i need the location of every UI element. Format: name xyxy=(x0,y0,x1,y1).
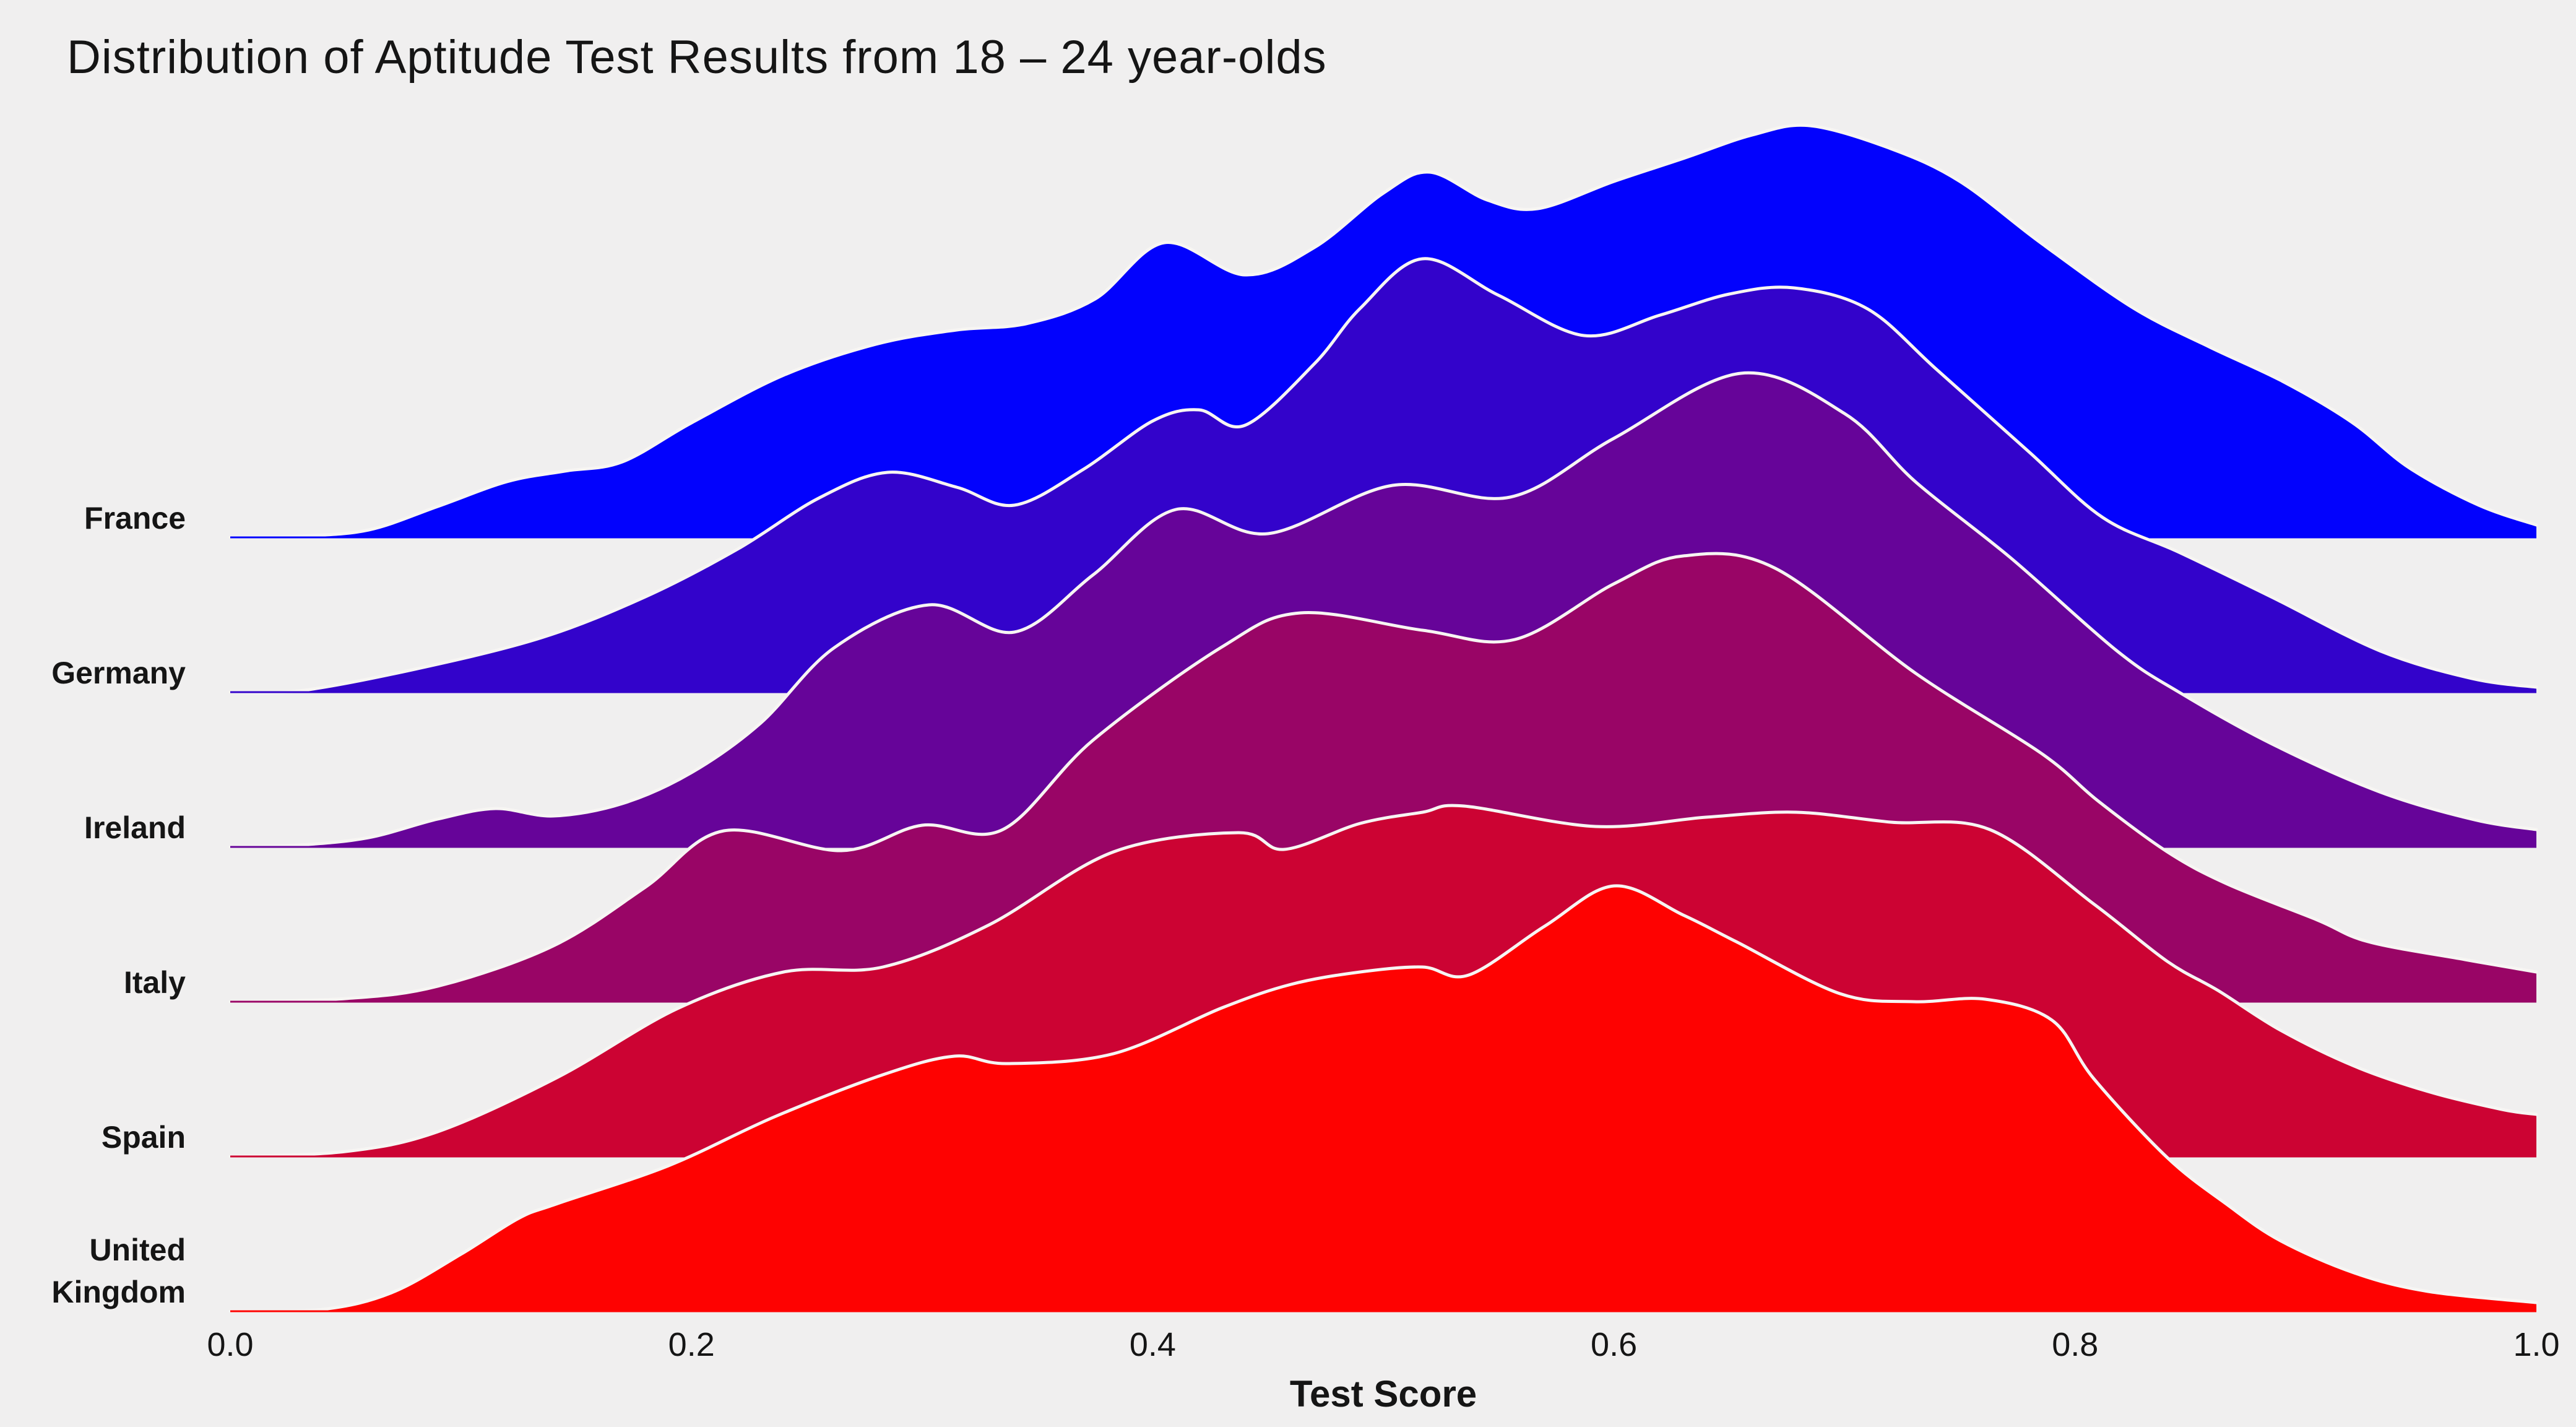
ridge-outline xyxy=(228,123,2538,539)
x-tick-label: 0.2 xyxy=(668,1326,715,1363)
row-label-ireland: Ireland xyxy=(84,810,186,845)
y-axis-labels: France Germany Ireland Italy Spain United King… xyxy=(51,501,186,1309)
x-tick-label: 0.6 xyxy=(1591,1326,1637,1363)
row-label-spain: Spain xyxy=(102,1120,186,1155)
ridge-outline xyxy=(228,552,2538,1004)
x-tick-label: 0.8 xyxy=(2052,1326,2098,1363)
x-axis: 0.0 0.2 0.4 0.6 0.8 1.0 xyxy=(207,1326,2559,1363)
ridge-outline xyxy=(228,371,2538,849)
ridge-outline xyxy=(228,884,2538,1313)
x-axis-title: Test Score xyxy=(1290,1373,1477,1415)
ridge-area xyxy=(230,885,2536,1312)
row-label-france: France xyxy=(84,501,186,536)
ridge-series-group xyxy=(228,123,2538,1313)
x-tick-label: 0.4 xyxy=(1130,1326,1176,1363)
x-tick-label: 0.0 xyxy=(207,1326,253,1363)
x-tick-label: 1.0 xyxy=(2513,1326,2559,1363)
ridge-outline xyxy=(228,257,2538,695)
row-label-united-kingdom: United xyxy=(89,1233,186,1267)
ridge-outline xyxy=(228,804,2538,1158)
chart-title: Distribution of Aptitude Test Results fr… xyxy=(67,31,1327,84)
row-label-italy: Italy xyxy=(124,965,186,1000)
row-label-germany: Germany xyxy=(51,656,186,690)
ridge-united-kingdom xyxy=(228,884,2538,1313)
row-label-united-kingdom: Kingdom xyxy=(51,1275,186,1309)
